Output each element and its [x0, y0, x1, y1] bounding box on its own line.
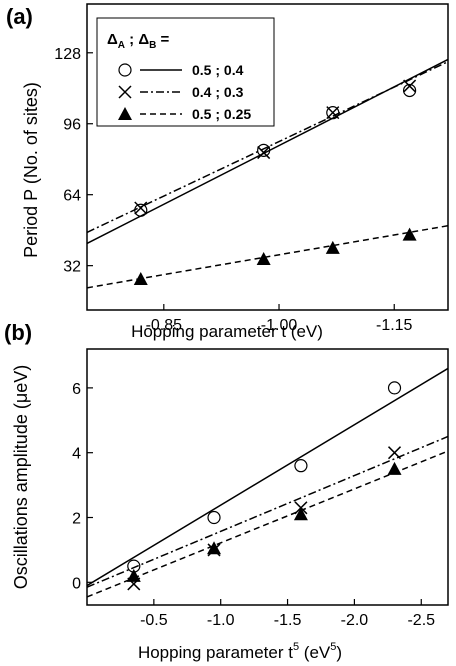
- data-point-series-1: [294, 459, 308, 473]
- legend: ΔA ; ΔB = 0.5 ; 0.4 0.4 ; 0.3 0.5 ; 0.25: [96, 17, 275, 127]
- x-tick-label: -1.00: [261, 317, 298, 334]
- data-point-series-3: [325, 240, 340, 254]
- data-point-series-2: [326, 106, 340, 120]
- panel-b-x-axis-label: Hopping parameter t5 (eV5): [138, 641, 342, 662]
- y-tick-label: 128: [54, 46, 81, 63]
- x-tick-label: -2.5: [407, 612, 435, 629]
- y-tick-label: 32: [63, 259, 81, 276]
- legend-label-1: 0.5 ; 0.4: [192, 62, 244, 78]
- panel-b-label: (b): [4, 320, 32, 345]
- legend-marker-3: [118, 107, 132, 120]
- y-tick-label: 64: [63, 188, 81, 205]
- fit-line-series-2: [86, 435, 449, 588]
- x-tick-label: -1.0: [207, 612, 235, 629]
- legend-label-2: 0.4 ; 0.3: [192, 84, 244, 100]
- y-tick-label: 6: [72, 381, 81, 398]
- panel-a: (a) 32 64 96 128 -0.85 -1.00 -1.15 Hopping pa…: [6, 3, 449, 341]
- data-point-series-1: [402, 83, 417, 98]
- panel-a-label: (a): [6, 4, 33, 29]
- legend-items: 0.5 ; 0.4 0.4 ; 0.3 0.5 ; 0.25: [118, 62, 251, 122]
- x-tick-label: -1.5: [274, 612, 302, 629]
- x-tick-label: -2.0: [341, 612, 369, 629]
- panel-a-frame: [86, 3, 449, 311]
- panel-a-y-ticks: 32 64 96 128: [54, 46, 93, 276]
- panel-b: (b) 0 2 4 6 -0.5 -1.0 -1.5 -2.0 -2.5 Hopping pa…: [4, 320, 449, 662]
- panel-b-x-ticks: -0.5 -1.0 -1.5 -2.0 -2.5: [140, 599, 435, 629]
- x-tick-label: -0.5: [140, 612, 168, 629]
- y-tick-label: 0: [72, 575, 81, 592]
- panel-a-x-ticks: -0.85 -1.00 -1.15: [146, 304, 413, 334]
- legend-marker-1: [118, 63, 132, 77]
- y-tick-label: 2: [72, 511, 81, 528]
- x-tick-label: -0.85: [146, 317, 183, 334]
- panel-a-plot-area: [86, 58, 449, 289]
- legend-marker-2: [118, 85, 132, 99]
- y-tick-label: 96: [63, 117, 81, 134]
- panel-a-y-axis-label: Period P (No. of sites): [21, 82, 41, 258]
- fit-line-series-2: [86, 60, 449, 234]
- data-point-series-3: [256, 252, 271, 265]
- data-point-series-2: [387, 446, 402, 460]
- data-point-series-1: [207, 510, 221, 525]
- data-point-series-3: [293, 507, 308, 521]
- data-point-series-3: [207, 541, 222, 555]
- y-tick-label: 4: [72, 446, 81, 463]
- fit-line-series-3: [86, 224, 449, 289]
- data-point-series-2: [257, 146, 271, 160]
- panel-b-y-ticks: 0 2 4 6: [72, 381, 93, 592]
- data-point-series-3: [126, 568, 141, 582]
- data-point-series-3: [133, 271, 148, 285]
- x-tick-label: -1.15: [376, 317, 413, 334]
- fit-line-series-3: [86, 450, 449, 598]
- data-point-series-1: [387, 381, 402, 395]
- legend-header: ΔA ; ΔB =: [107, 31, 170, 51]
- panel-a-x-axis-label: Hopping parameter t (eV): [131, 322, 323, 341]
- data-point-series-2: [134, 201, 148, 215]
- legend-box: [96, 17, 275, 127]
- panel-b-plot-area: [86, 367, 449, 598]
- legend-label-3: 0.5 ; 0.25: [192, 106, 251, 122]
- data-point-series-3: [387, 461, 402, 475]
- fit-line-series-1: [86, 367, 449, 587]
- data-point-series-2: [403, 79, 417, 93]
- panel-b-frame: [86, 348, 449, 606]
- data-point-series-1: [257, 143, 271, 157]
- panel-b-y-axis-label: Oscillations amplitude (μeV): [11, 365, 31, 589]
- data-point-series-1: [134, 203, 148, 217]
- data-point-series-3: [402, 227, 417, 241]
